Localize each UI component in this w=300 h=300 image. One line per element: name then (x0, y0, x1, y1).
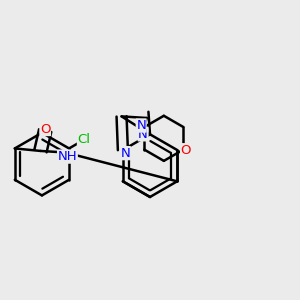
Text: NH: NH (58, 150, 77, 163)
Text: O: O (40, 122, 50, 136)
Text: O: O (181, 144, 191, 157)
Text: Cl: Cl (77, 133, 91, 146)
Text: N: N (138, 128, 148, 141)
Text: N: N (136, 119, 146, 132)
Text: N: N (121, 147, 130, 160)
